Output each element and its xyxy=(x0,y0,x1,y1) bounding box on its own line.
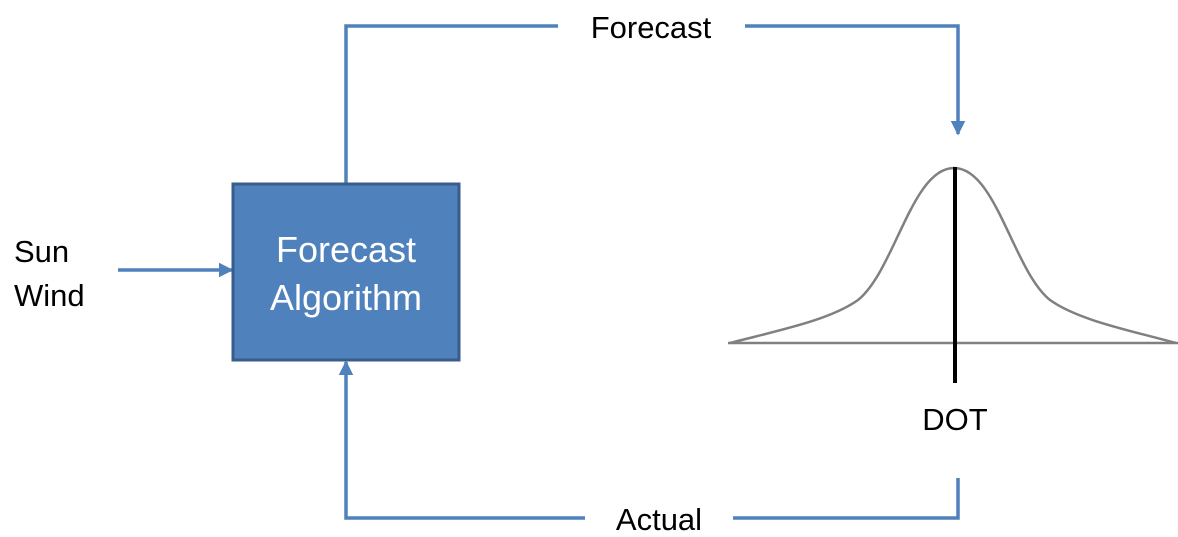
forecast-algorithm-box xyxy=(231,182,461,362)
actual-path-label: Actual xyxy=(616,502,702,537)
actual-path-right xyxy=(733,478,960,520)
input-label-sun: Sun xyxy=(14,234,69,269)
forecast-path-right xyxy=(745,24,966,136)
forecast-path-label: Forecast xyxy=(591,10,712,45)
dot-label: DOT xyxy=(922,402,988,437)
box-label-line1: Forecast xyxy=(276,229,416,270)
input-label-wind: Wind xyxy=(14,278,85,313)
forecast-path-left xyxy=(344,24,558,184)
box-label-line2: Algorithm xyxy=(270,277,422,318)
actual-path-left xyxy=(338,360,585,520)
